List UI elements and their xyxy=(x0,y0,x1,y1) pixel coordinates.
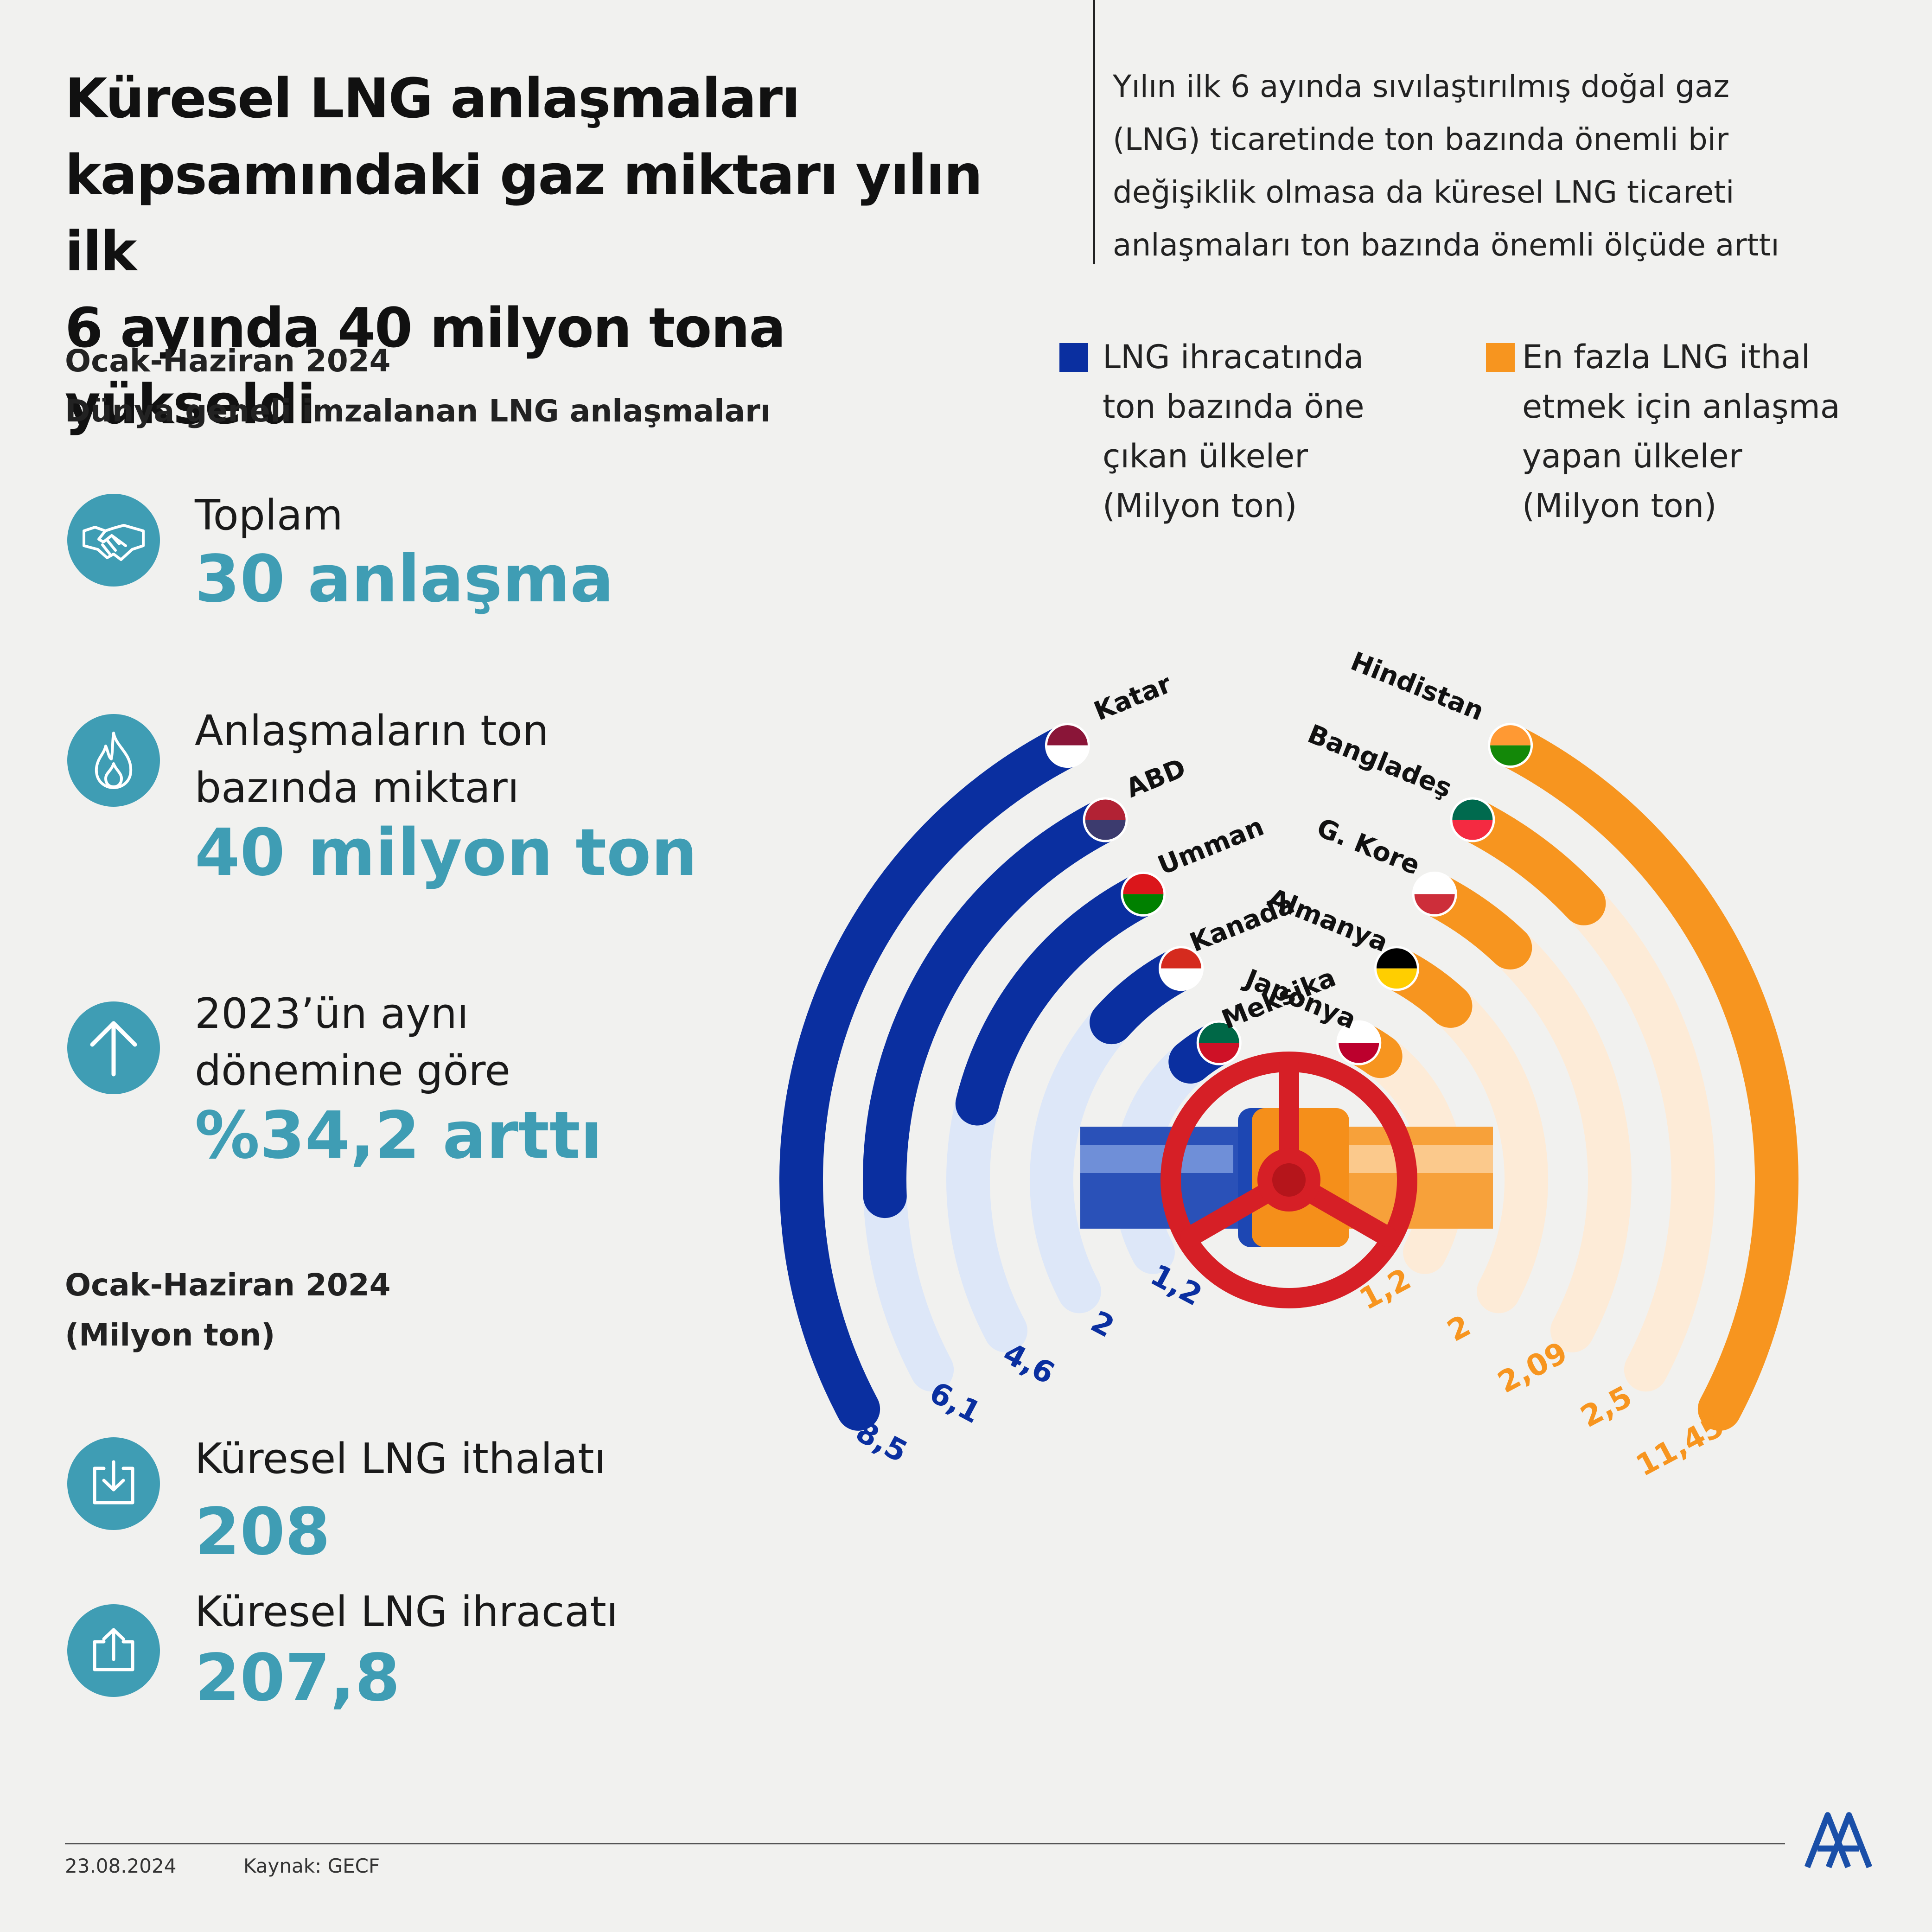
bar-hindistan xyxy=(1488,723,1799,1431)
country-label-hindistan: Hindistan xyxy=(1346,646,1488,727)
legend-line: etmek için anlaşma xyxy=(1522,388,1840,426)
section2-period: Ocak-Haziran 2024 xyxy=(65,1267,391,1303)
download-icon xyxy=(67,1437,160,1530)
value-label-g-kore: 2,09 xyxy=(1492,1335,1573,1400)
aa-logo: AA xyxy=(1804,1812,1873,1869)
legend-line: yapan ülkeler xyxy=(1522,437,1742,475)
footer-divider xyxy=(65,1843,1785,1844)
country-label-abd: ABD xyxy=(1122,753,1190,804)
legend-line: (Milyon ton) xyxy=(1522,487,1717,525)
country-label-katar: Katar xyxy=(1090,669,1176,727)
footer-source: Kaynak: GECF xyxy=(243,1855,380,1877)
section1-period: Ocak-Haziran 2024 xyxy=(65,343,391,379)
growth-label-line: dönemine göre xyxy=(195,1046,510,1095)
legend-line: (Milyon ton) xyxy=(1103,487,1297,525)
value-label-hindistan: 11,45 xyxy=(1631,1409,1729,1483)
handshake-icon xyxy=(67,494,160,587)
growth-value: %34,2 arttı xyxy=(195,1098,603,1173)
page-title: Küresel LNG anlaşmaları kapsamındaki gaz… xyxy=(65,60,1039,443)
title-line: Küresel LNG anlaşmaları xyxy=(65,66,801,130)
subtitle-line: Yılın ilk 6 ayında sıvılaştırılmış doğal… xyxy=(1113,69,1730,104)
subtitle-line: (LNG) ticaretinde ton bazında önemli bir xyxy=(1113,121,1729,157)
value-label-banglade: 2,5 xyxy=(1575,1379,1638,1435)
upload-icon xyxy=(67,1604,160,1697)
bar-umman xyxy=(955,872,1165,1126)
header-divider xyxy=(1093,0,1095,264)
value-label-kanada: 2 xyxy=(1085,1305,1120,1345)
growth-label: 2023’ün aynı dönemine göre xyxy=(195,985,510,1099)
volume-value: 40 milyon ton xyxy=(195,815,698,891)
flag-kanada-icon xyxy=(1159,946,1204,991)
flag-umman-icon xyxy=(1121,871,1166,917)
global-export-value: 207,8 xyxy=(195,1640,400,1716)
volume-label-line: bazında miktarı xyxy=(195,764,519,812)
section1-heading: Ocak-Haziran 2024 Dünya geneli imzalanan… xyxy=(65,336,771,436)
title-line: kapsamındaki gaz miktarı yılın ilk xyxy=(65,143,983,283)
section2-heading: Ocak-Haziran 2024 (Milyon ton) xyxy=(65,1260,391,1360)
global-export-label: Küresel LNG ihracatı xyxy=(195,1588,618,1636)
legend-exporters: LNG ihracatında ton bazında öne çıkan ül… xyxy=(1103,332,1365,531)
valve-icon xyxy=(1080,1052,1493,1308)
global-import-label: Küresel LNG ithalatı xyxy=(195,1435,606,1483)
section1-caption: Dünya geneli imzalanan LNG anlaşmaları xyxy=(65,393,771,429)
flag-katar-icon xyxy=(1045,723,1090,768)
total-value: 30 anlaşma xyxy=(195,542,614,617)
legend-swatch-exporters xyxy=(1059,343,1088,372)
flag-hindistan-icon xyxy=(1488,723,1533,768)
flag-banglade-icon xyxy=(1450,797,1495,842)
flag-meksika-icon xyxy=(1196,1020,1242,1065)
page-subtitle: Yılın ilk 6 ayında sıvılaştırılmış doğal… xyxy=(1113,60,1873,272)
legend-line: LNG ihracatında xyxy=(1103,338,1364,376)
growth-label-line: 2023’ün aynı xyxy=(195,989,469,1038)
bar-abd xyxy=(863,798,1128,1218)
legend-line: çıkan ülkeler xyxy=(1103,437,1308,475)
bar-katar xyxy=(779,723,1090,1431)
section2-unit: (Milyon ton) xyxy=(65,1317,275,1353)
flame-icon xyxy=(67,714,160,807)
title-line: 6 ayında 40 milyon tona yükseldi xyxy=(65,296,786,436)
flag-g-kore-icon xyxy=(1412,871,1457,917)
value-label-almanya: 2 xyxy=(1442,1309,1476,1349)
country-label-g-kore: G. Kore xyxy=(1313,813,1424,881)
volume-label-line: Anlaşmaların ton xyxy=(195,707,549,755)
country-label-umman: Umman xyxy=(1154,811,1268,881)
flag-abd-icon xyxy=(1083,797,1128,842)
total-label: Toplam xyxy=(195,491,343,540)
legend-swatch-importers xyxy=(1486,343,1515,372)
aa-logo-text: AA xyxy=(1838,1868,1839,1869)
legend-line: En fazla LNG ithal xyxy=(1522,338,1811,376)
subtitle-line: anlaşmaları ton bazında önemli ölçüde ar… xyxy=(1113,227,1779,263)
global-import-value: 208 xyxy=(195,1494,331,1570)
country-label-banglade: Bangladeş xyxy=(1303,719,1456,803)
volume-label: Anlaşmaların ton bazında miktarı xyxy=(195,702,549,816)
footer-date: 23.08.2024 xyxy=(65,1855,177,1877)
legend-line: ton bazında öne xyxy=(1103,388,1365,426)
flag-almanya-icon xyxy=(1374,946,1419,991)
subtitle-line: değişiklik olmasa da küresel LNG ticaret… xyxy=(1113,174,1734,210)
legend-importers: En fazla LNG ithal etmek için anlaşma ya… xyxy=(1522,332,1840,531)
arrow-up-icon xyxy=(67,1001,160,1094)
flag-japonya-icon xyxy=(1336,1020,1382,1065)
